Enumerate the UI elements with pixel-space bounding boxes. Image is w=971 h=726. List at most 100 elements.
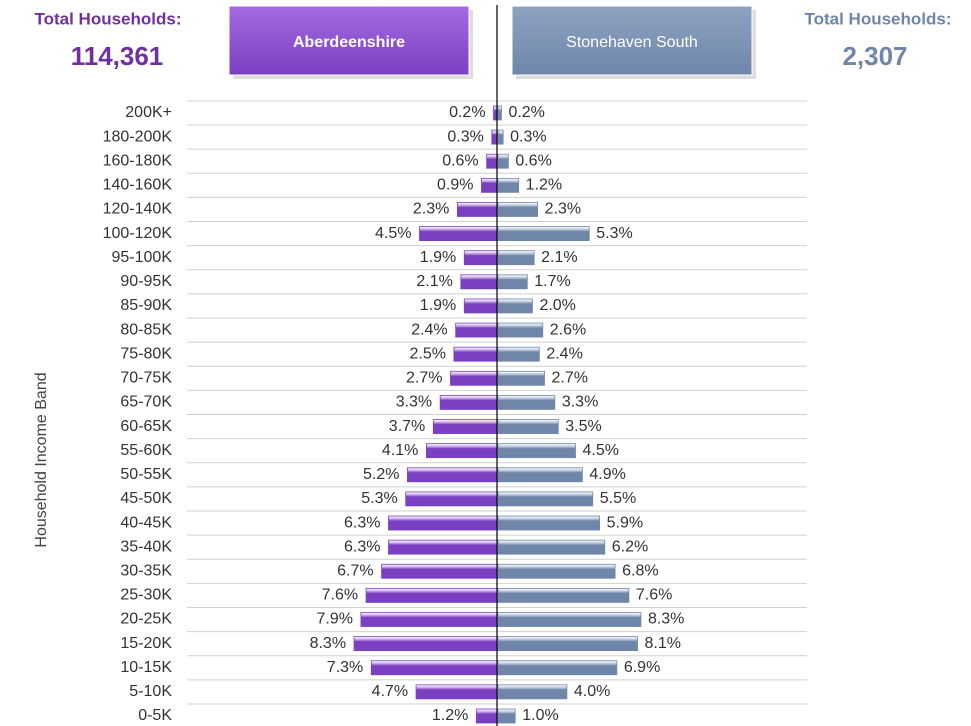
- bar: [497, 129, 504, 145]
- value-label: 0.3%: [447, 128, 483, 145]
- value-label: 0.2%: [449, 104, 485, 121]
- value-label: 7.6%: [322, 587, 358, 604]
- y-tick-label: 50-55K: [120, 466, 172, 483]
- value-label: 3.7%: [389, 418, 425, 435]
- y-tick-label: 70-75K: [120, 370, 172, 387]
- value-label: 1.7%: [534, 273, 570, 290]
- y-tick-label: 80-85K: [120, 321, 172, 338]
- bar: [497, 274, 528, 290]
- value-label: 6.2%: [612, 538, 648, 555]
- header-value: 114,361: [71, 41, 164, 71]
- value-label: 4.5%: [583, 442, 619, 459]
- bar: [360, 612, 498, 627]
- header-label: Total Households:: [804, 9, 951, 28]
- bar: [497, 298, 533, 314]
- y-axis-label: Household Income Band: [33, 372, 50, 547]
- y-tick-label: 20-25K: [120, 611, 172, 628]
- legend-box: [228, 5, 470, 76]
- y-tick-label: 200K+: [125, 104, 172, 121]
- bar: [388, 539, 498, 555]
- bar: [497, 322, 544, 338]
- bar: [455, 322, 498, 338]
- header-label: Total Households:: [34, 9, 181, 28]
- y-tick-label: 140-160K: [103, 177, 173, 194]
- bar: [497, 708, 516, 724]
- y-tick-label: 10-15K: [120, 659, 172, 676]
- header-value: 2,307: [842, 41, 907, 71]
- bar: [497, 515, 601, 531]
- bar: [486, 153, 498, 169]
- value-label: 1.2%: [526, 177, 562, 194]
- value-label: 5.3%: [596, 225, 632, 242]
- legend-box: [511, 5, 753, 76]
- bar: [353, 636, 498, 652]
- bar: [497, 588, 630, 603]
- value-label: 5.9%: [607, 514, 643, 531]
- y-tick-label: 85-90K: [120, 297, 172, 314]
- value-label: 2.3%: [545, 201, 581, 218]
- y-tick-label: 90-95K: [120, 273, 172, 290]
- y-tick-label: 55-60K: [120, 442, 172, 459]
- bar: [497, 539, 606, 555]
- y-tick-label: 100-120K: [103, 225, 173, 242]
- bar: [388, 515, 498, 531]
- bar: [432, 419, 498, 434]
- bar: [497, 467, 583, 483]
- bar: [456, 202, 498, 217]
- bar: [491, 129, 498, 145]
- value-label: 4.1%: [382, 442, 418, 459]
- value-label: 8.3%: [310, 635, 346, 652]
- bar: [463, 250, 498, 266]
- value-label: 2.1%: [416, 273, 452, 290]
- value-label: 2.6%: [550, 321, 586, 338]
- value-label: 1.2%: [432, 707, 468, 724]
- bar: [497, 419, 559, 434]
- y-tick-label: 95-100K: [112, 249, 173, 266]
- value-label: 5.5%: [600, 490, 636, 507]
- value-label: 5.3%: [361, 490, 397, 507]
- bar: [497, 202, 539, 217]
- bar: [425, 443, 498, 459]
- value-label: 0.3%: [510, 128, 546, 145]
- y-tick-label: 35-40K: [120, 538, 172, 555]
- value-label: 6.3%: [344, 538, 380, 555]
- value-label: 2.7%: [552, 370, 588, 387]
- bar: [497, 105, 502, 121]
- bar: [365, 588, 498, 603]
- value-label: 2.5%: [409, 345, 445, 362]
- bar: [497, 660, 618, 676]
- value-label: 2.4%: [411, 321, 447, 338]
- legend-label: Stonehaven South: [566, 34, 698, 51]
- bar: [407, 467, 498, 483]
- value-label: 6.8%: [622, 562, 658, 579]
- value-label: 7.6%: [636, 587, 672, 604]
- value-label: 7.3%: [327, 659, 363, 676]
- y-tick-label: 25-30K: [120, 587, 172, 604]
- value-label: 8.1%: [645, 635, 681, 652]
- y-tick-label: 15-20K: [120, 635, 172, 652]
- bar: [439, 395, 498, 410]
- value-label: 6.9%: [624, 659, 660, 676]
- value-label: 2.1%: [541, 249, 577, 266]
- y-tick-label: 0-5K: [138, 707, 172, 724]
- bar: [497, 612, 642, 627]
- value-label: 8.3%: [648, 611, 684, 628]
- bar: [381, 563, 498, 579]
- value-label: 0.2%: [508, 104, 544, 121]
- value-label: 3.3%: [396, 394, 432, 411]
- legend-label: Aberdeenshire: [293, 34, 405, 51]
- bar: [497, 177, 520, 193]
- bar: [497, 443, 576, 459]
- bar: [475, 708, 498, 724]
- value-label: 2.0%: [539, 297, 575, 314]
- value-label: 3.3%: [562, 394, 598, 411]
- y-tick-label: 30-35K: [120, 562, 172, 579]
- bar: [450, 370, 498, 386]
- value-label: 2.3%: [413, 201, 449, 218]
- value-label: 4.9%: [589, 466, 625, 483]
- bar: [497, 346, 540, 362]
- bar: [405, 491, 498, 507]
- value-label: 1.9%: [420, 249, 456, 266]
- value-label: 7.9%: [316, 611, 352, 628]
